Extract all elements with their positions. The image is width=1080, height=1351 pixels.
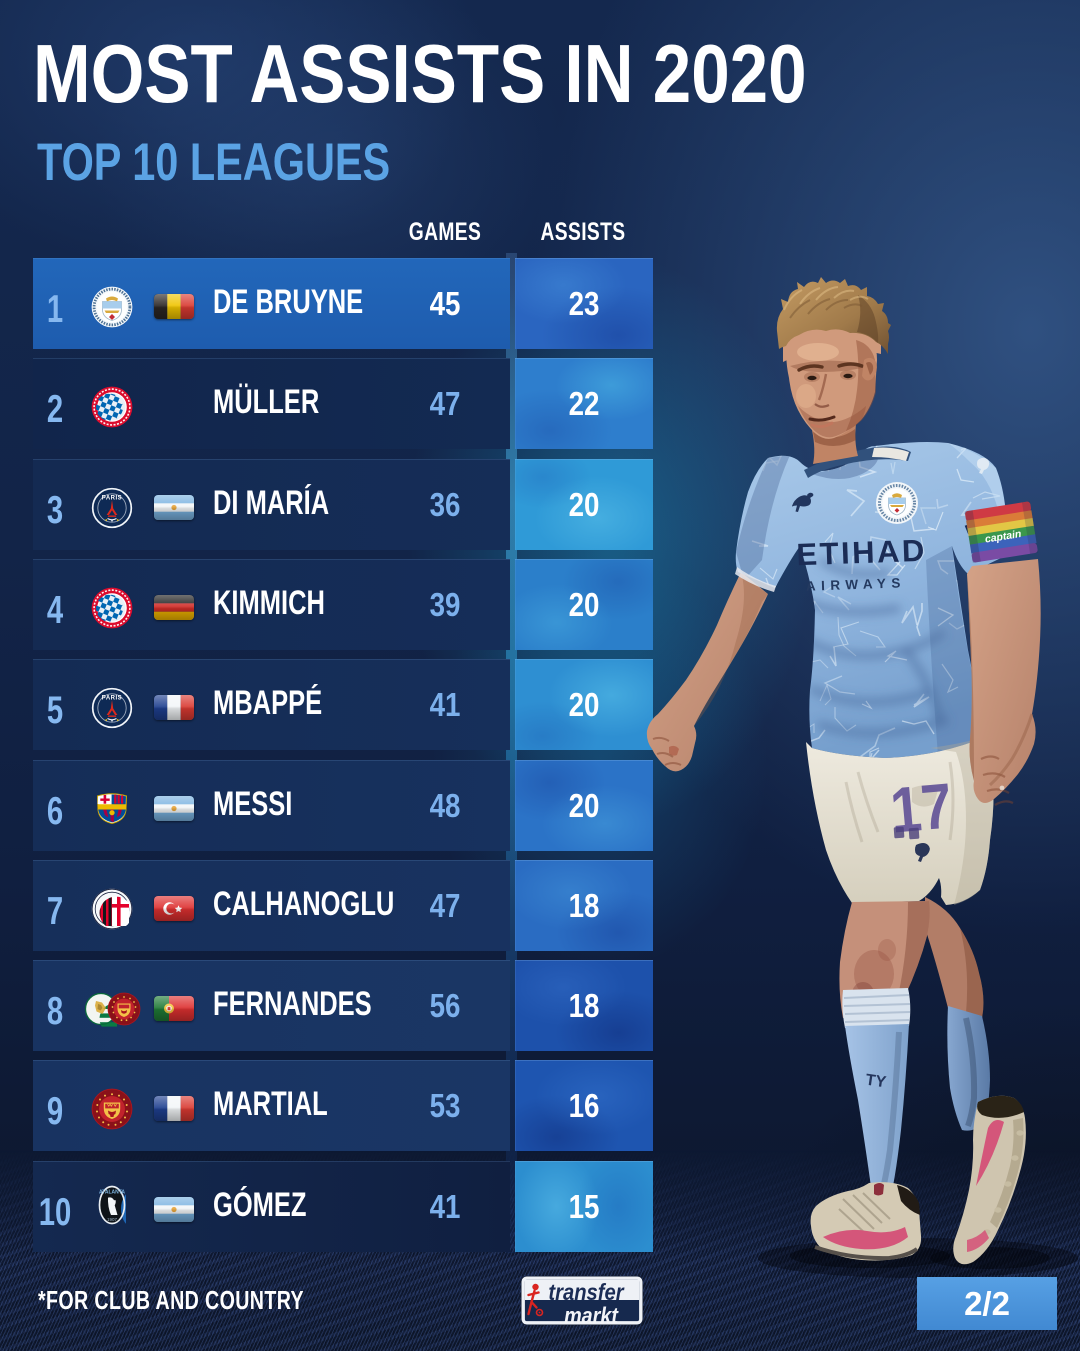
svg-text:TY: TY bbox=[864, 1072, 887, 1092]
svg-text:captain: captain bbox=[984, 528, 1022, 546]
svg-text:markt: markt bbox=[564, 1303, 619, 1325]
svg-text:PARIS: PARIS bbox=[102, 696, 122, 702]
svg-text:1907: 1907 bbox=[107, 1217, 118, 1222]
svg-text:transfer: transfer bbox=[548, 1279, 625, 1306]
svg-text:AIRWAYS: AIRWAYS bbox=[806, 575, 906, 593]
svg-text:ATALANTA: ATALANTA bbox=[99, 1190, 125, 1196]
svg-text:ETIHAD: ETIHAD bbox=[796, 533, 928, 573]
svg-text:PARIS: PARIS bbox=[102, 496, 122, 502]
